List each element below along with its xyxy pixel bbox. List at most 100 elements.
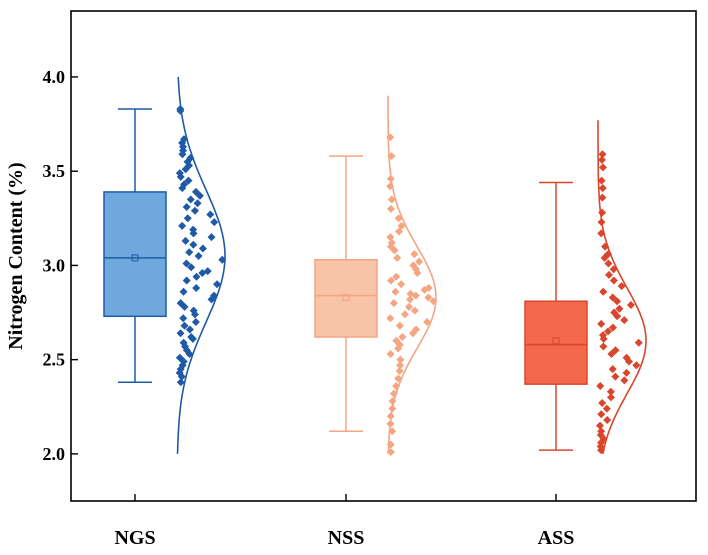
x-tick-label-nss: NSS: [328, 527, 365, 549]
data-point: [386, 174, 395, 183]
data-point: [424, 293, 433, 302]
data-point: [182, 259, 191, 268]
data-point: [410, 306, 419, 315]
series-ass: [524, 120, 647, 455]
data-point: [609, 276, 618, 285]
data-point: [596, 382, 605, 391]
data-point: [187, 333, 196, 342]
data-point: [392, 382, 401, 391]
data-point: [198, 244, 207, 253]
data-point: [622, 353, 631, 362]
data-point: [191, 187, 200, 196]
data-point: [180, 321, 189, 330]
data-point: [424, 284, 433, 293]
data-point: [392, 336, 401, 345]
data-point: [386, 350, 395, 358]
data-point: [189, 306, 198, 315]
data-point: [415, 257, 424, 266]
data-point: [389, 389, 398, 398]
data-point: [186, 154, 195, 162]
data-point: [599, 287, 608, 296]
data-point: [406, 289, 415, 298]
data-point: [386, 412, 395, 421]
data-point: [599, 342, 608, 351]
data-point: [176, 299, 185, 308]
data-point: [412, 325, 421, 334]
data-point: [393, 253, 402, 262]
data-point: [597, 218, 606, 227]
data-point: [386, 314, 395, 323]
data-point: [203, 267, 212, 276]
data-point: [395, 321, 404, 330]
data-point: [397, 280, 406, 289]
data-point: [597, 410, 606, 419]
data-point: [608, 323, 617, 332]
data-point: [604, 270, 613, 279]
mean-marker: [552, 337, 560, 345]
data-point: [611, 346, 620, 355]
data-point: [386, 440, 395, 449]
data-point: [405, 302, 414, 311]
data-point: [597, 176, 606, 185]
data-point: [596, 421, 605, 430]
data-point: [620, 316, 629, 325]
data-point: [187, 263, 196, 272]
iqr-box: [314, 259, 378, 338]
data-point: [598, 208, 607, 217]
y-tick-label: 3.5: [43, 161, 66, 181]
data-point: [386, 419, 395, 428]
data-point: [388, 427, 397, 436]
data-point: [395, 366, 404, 375]
iqr-box: [103, 191, 167, 318]
data-point: [598, 163, 607, 172]
data-point: [620, 376, 629, 385]
data-point: [388, 397, 397, 406]
data-point: [176, 329, 185, 338]
y-axis: 2.0 2.5 3.0 3.5 4.0: [43, 67, 78, 464]
data-point: [397, 221, 406, 230]
data-point: [386, 233, 395, 242]
y-tick-label: 4.0: [43, 67, 66, 87]
iqr-box: [524, 300, 588, 385]
data-point: [597, 155, 606, 164]
data-point: [608, 293, 617, 302]
y-axis-title: Nitrogen Content (%): [5, 162, 27, 349]
y-tick-label: 2.0: [43, 444, 66, 464]
data-point: [613, 297, 622, 306]
y-tick-label: 3.0: [43, 255, 66, 275]
data-point: [622, 368, 631, 377]
series-nss: [314, 95, 438, 456]
data-point: [179, 287, 188, 296]
data-point: [210, 218, 219, 227]
data-point: [176, 378, 185, 387]
data-point: [606, 387, 615, 396]
data-point: [179, 314, 188, 323]
data-point: [389, 299, 398, 308]
data-point: [597, 229, 606, 238]
y-tick-label: 2.5: [43, 350, 66, 370]
data-point: [410, 250, 419, 259]
data-point: [429, 297, 438, 306]
data-point: [178, 221, 187, 230]
data-point: [598, 193, 607, 202]
mean-marker: [131, 254, 139, 262]
data-point: [617, 282, 626, 291]
data-point: [186, 195, 195, 204]
data-point: [386, 204, 395, 213]
data-point: [387, 195, 396, 204]
data-point: [598, 150, 607, 159]
data-point: [394, 374, 403, 383]
data-point: [207, 233, 216, 242]
data-point: [387, 152, 396, 161]
data-point: [189, 225, 198, 234]
data-point: [218, 255, 227, 264]
series-ngs: [103, 76, 227, 454]
data-point: [601, 242, 610, 251]
data-point: [598, 399, 607, 407]
x-axis: NGS NSS ASS: [114, 494, 574, 549]
x-tick-label-ngs: NGS: [114, 527, 155, 549]
x-tick-label-ass: ASS: [538, 527, 575, 549]
data-point: [192, 284, 201, 293]
plot-frame: [70, 10, 697, 502]
mean-marker: [342, 293, 350, 301]
